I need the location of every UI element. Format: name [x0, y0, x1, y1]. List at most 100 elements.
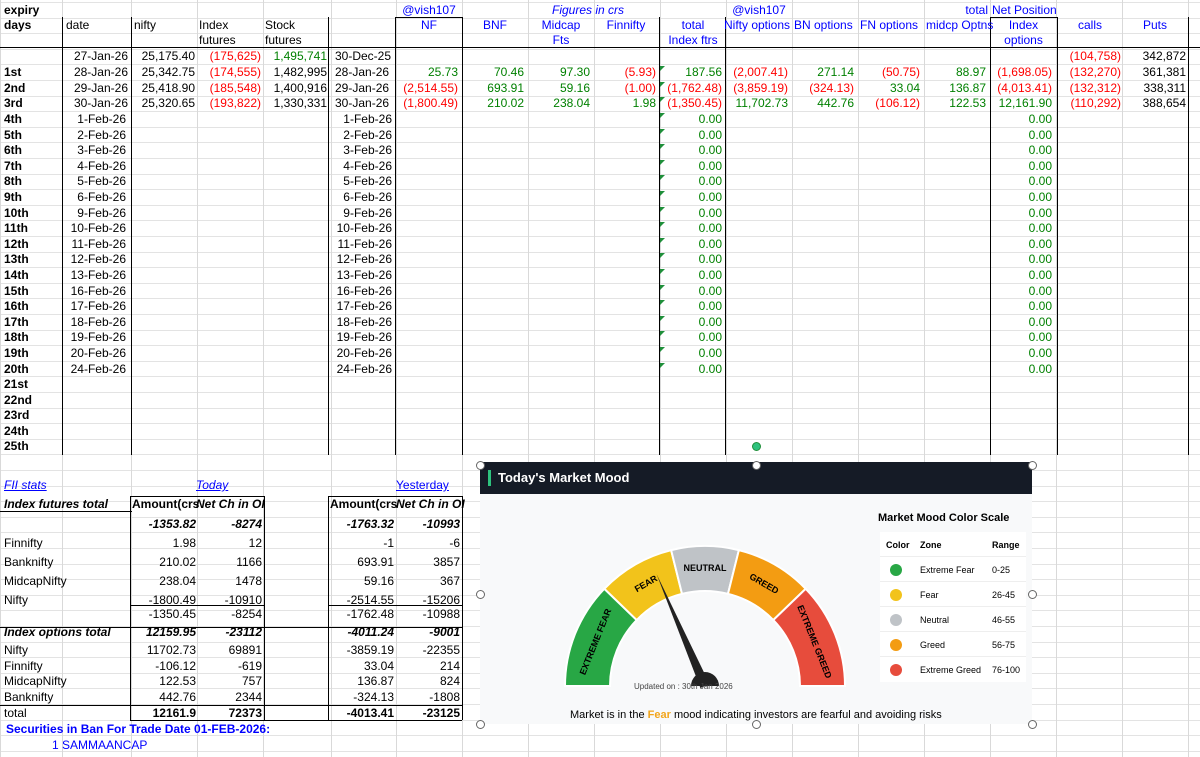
fn-opt-cell[interactable]: (50.75) — [881, 65, 920, 79]
day-cell[interactable]: 15th — [4, 283, 29, 298]
day-cell[interactable]: 20th — [4, 361, 29, 376]
nifty-opt-cell[interactable]: 11,702.73 — [735, 96, 789, 111]
amount-cell[interactable]: 210.02 — [159, 555, 196, 569]
midcp-opt-cell[interactable]: 136.87 — [949, 80, 986, 95]
date-cell[interactable]: 28-Jan-26 — [73, 65, 128, 79]
date-cell[interactable]: 30-Jan-26 — [73, 96, 128, 111]
total-cell[interactable]: 0.00 — [698, 252, 722, 267]
net-oi-cell[interactable]: 757 — [241, 674, 262, 688]
resize-handle[interactable] — [476, 720, 485, 729]
net-oi-cell[interactable]: -10993 — [422, 517, 460, 531]
index-options-cell[interactable]: 0.00 — [1028, 190, 1052, 204]
fii-name[interactable]: Banknifty — [4, 689, 54, 704]
index-opt-cell[interactable]: 12,161.90 — [998, 96, 1052, 111]
total-cell[interactable]: (1,762.48) — [667, 80, 722, 95]
bnf-cell[interactable]: 693.91 — [487, 80, 524, 95]
header-stock-futures[interactable]: Stock — [265, 18, 296, 32]
net-oi-cell[interactable]: 824 — [439, 674, 460, 688]
index-options-cell[interactable]: 0.00 — [1028, 127, 1052, 142]
day-cell[interactable]: 23rd — [4, 408, 30, 423]
date-cell[interactable]: 1-Feb-26 — [77, 112, 126, 126]
ban-title[interactable]: Securities in Ban For Trade Date 01-FEB-… — [6, 722, 271, 736]
index-options-cell[interactable]: 0.00 — [1028, 299, 1052, 314]
header-total[interactable]: Index ftrs — [668, 33, 718, 47]
header-stock-futures[interactable]: futures — [265, 33, 302, 47]
header-date[interactable]: date — [66, 18, 90, 32]
amount-cell[interactable]: -1 — [383, 536, 394, 550]
date2-cell[interactable]: 3-Feb-26 — [343, 143, 392, 158]
day-cell[interactable]: 19th — [4, 346, 29, 360]
bn-opt-cell[interactable]: 271.14 — [817, 65, 854, 79]
day-cell[interactable]: 14th — [4, 268, 29, 282]
header-finnifty[interactable]: Finnifty — [606, 18, 646, 32]
net-oi-cell[interactable]: -23112 — [225, 625, 262, 639]
stock-futures-cell[interactable]: 1,400,916 — [273, 80, 327, 95]
net-oi-cell[interactable]: 3857 — [433, 555, 460, 569]
day-cell[interactable]: 9th — [4, 190, 22, 204]
day-cell[interactable]: 11th — [4, 221, 29, 236]
total-cell[interactable]: 0.00 — [698, 314, 722, 329]
fii-name[interactable]: Finnifty — [4, 658, 43, 673]
date2-cell[interactable]: 11-Feb-26 — [337, 236, 392, 251]
date-cell[interactable]: 2-Feb-26 — [77, 127, 126, 142]
net-oi-cell[interactable]: -10910 — [224, 593, 262, 607]
amount-cell[interactable]: 33.04 — [363, 658, 394, 673]
net-oi-cell[interactable]: 69891 — [228, 643, 262, 657]
net-oi-header[interactable]: Net Ch in OI — [196, 497, 265, 511]
total-cell[interactable]: 0.00 — [698, 346, 722, 360]
total-cell[interactable]: 0.00 — [698, 283, 722, 298]
index-futures-cell[interactable]: (185,548) — [209, 80, 261, 95]
date2-cell[interactable]: 1-Feb-26 — [343, 112, 392, 126]
day-cell[interactable]: 7th — [4, 158, 22, 173]
index-futures-total-label[interactable]: Index futures total — [4, 497, 109, 511]
index-options-cell[interactable]: 0.00 — [1028, 252, 1052, 267]
date2-cell[interactable]: 2-Feb-26 — [343, 127, 392, 142]
net-oi-cell[interactable]: -22355 — [422, 643, 460, 657]
amount-cell[interactable]: 442.76 — [159, 689, 196, 704]
day-cell[interactable]: 17th — [4, 314, 29, 329]
day-cell[interactable]: 13th — [4, 252, 29, 267]
date-cell[interactable]: 20-Feb-26 — [70, 346, 126, 360]
amount-header[interactable]: Amount(crs — [330, 497, 398, 511]
day-cell[interactable]: 4th — [4, 112, 22, 126]
amount-cell[interactable]: -1762.48 — [346, 607, 394, 621]
total-cell[interactable]: (1,350.45) — [667, 96, 722, 111]
midcap-cell[interactable]: 97.30 — [559, 65, 590, 79]
amount-cell[interactable]: -1353.82 — [148, 517, 196, 531]
date-cell[interactable]: 19-Feb-26 — [70, 330, 126, 345]
nf-cell[interactable]: (1,800.49) — [403, 96, 458, 111]
net-oi-cell[interactable]: -1808 — [429, 689, 460, 704]
header-index-futures[interactable]: futures — [199, 33, 236, 47]
puts-cell[interactable]: 388,654 — [1142, 96, 1186, 111]
finnifty-cell[interactable]: 1.98 — [632, 96, 656, 111]
resize-handle[interactable] — [1028, 461, 1037, 470]
amount-cell[interactable]: -324.13 — [353, 689, 394, 704]
total-cell[interactable]: 0.00 — [698, 158, 722, 173]
amount-cell[interactable]: 59.16 — [363, 574, 394, 588]
net-oi-cell[interactable]: -15206 — [422, 593, 460, 607]
header-puts[interactable]: Puts — [1142, 18, 1167, 32]
date2-cell[interactable]: 10-Feb-26 — [336, 221, 392, 236]
fii-yesterday-label[interactable]: Yesterday — [396, 478, 449, 492]
fii-name[interactable]: Banknifty — [4, 555, 54, 569]
day-cell[interactable]: 6th — [4, 143, 22, 158]
resize-handle[interactable] — [476, 590, 485, 599]
date-cell[interactable]: 5-Feb-26 — [77, 174, 126, 189]
header-fn-options[interactable]: FN options — [860, 18, 919, 32]
amount-cell[interactable]: -4013.41 — [346, 706, 394, 720]
header-index-options[interactable]: options — [1004, 33, 1043, 47]
date-cell[interactable]: 24-Feb-26 — [70, 361, 126, 376]
fii-name[interactable]: Nifty — [4, 643, 28, 657]
amount-cell[interactable]: 693.91 — [357, 555, 394, 569]
midcap-cell[interactable]: 238.04 — [553, 96, 590, 111]
date-cell[interactable]: 27-Jan-26 — [73, 49, 128, 63]
date2-cell[interactable]: 12-Feb-26 — [336, 252, 392, 267]
header-midcp-optns[interactable]: midcp Optns — [926, 18, 994, 32]
index-options-cell[interactable]: 0.00 — [1028, 330, 1052, 345]
header-net-position[interactable]: Net Position — [992, 3, 1057, 17]
amount-cell[interactable]: 136.87 — [357, 674, 394, 688]
calls-cell[interactable]: (104,758) — [1069, 49, 1121, 63]
date-cell[interactable]: 9-Feb-26 — [77, 205, 126, 220]
total-cell[interactable]: 0.00 — [698, 361, 722, 376]
index-options-cell[interactable]: 0.00 — [1028, 346, 1052, 360]
